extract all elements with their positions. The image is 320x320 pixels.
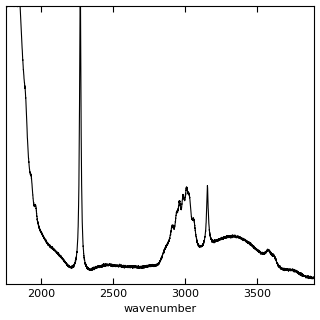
X-axis label: wavenumber: wavenumber xyxy=(124,304,196,315)
